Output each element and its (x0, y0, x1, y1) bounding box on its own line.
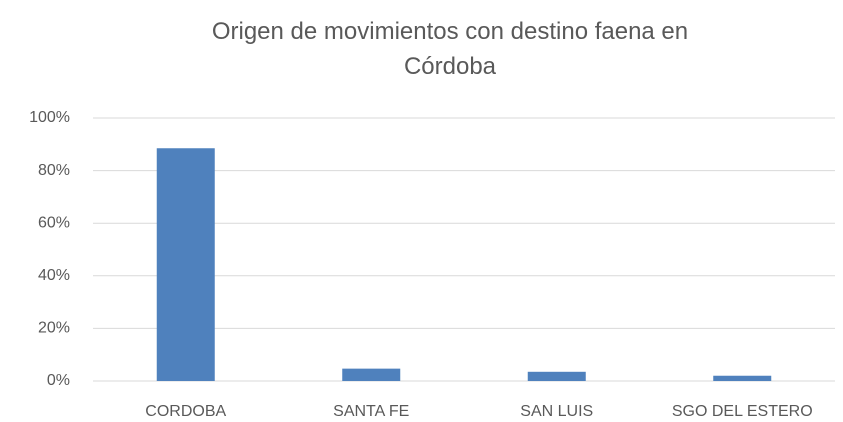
y-tick-label: 20% (38, 320, 70, 337)
bar (342, 368, 401, 381)
bar (156, 148, 215, 381)
y-tick-label: 60% (38, 214, 70, 231)
x-tick-label: SANTA FE (333, 403, 409, 420)
y-tick-label: 100% (29, 109, 70, 126)
x-tick-label: SAN LUIS (520, 403, 593, 420)
bar (527, 371, 586, 381)
y-tick-label: 0% (47, 372, 70, 389)
x-tick-label: SGO DEL ESTERO (672, 403, 813, 420)
chart-title: Origen de movimientos con destino faena … (211, 18, 689, 80)
x-tick-label: CORDOBA (145, 403, 226, 420)
y-tick-label: 80% (38, 162, 70, 179)
y-tick-label: 40% (38, 267, 70, 284)
bar (713, 375, 772, 381)
